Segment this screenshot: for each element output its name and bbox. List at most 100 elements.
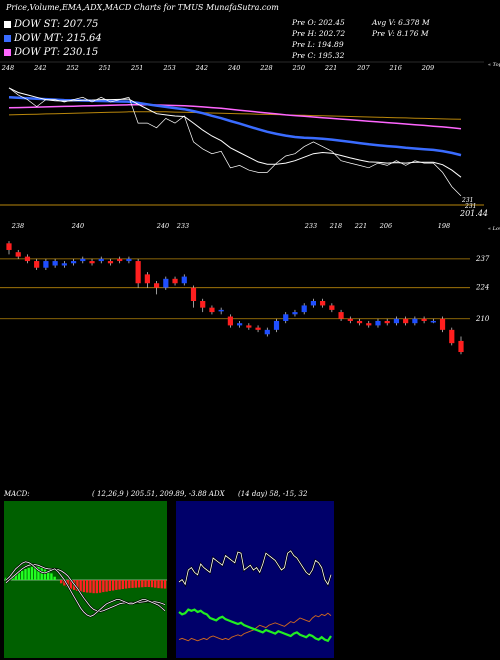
- candle-body: [412, 318, 418, 324]
- top-tick-label: 242: [195, 64, 208, 72]
- adx-line: [178, 550, 332, 586]
- candle-body: [98, 258, 104, 262]
- top-tick-label: 248: [1, 64, 14, 72]
- macd-hist-bar: [137, 580, 141, 588]
- low-tick-label: 221: [354, 222, 367, 230]
- candle-body: [117, 258, 123, 262]
- candle-body: [283, 314, 289, 321]
- candle-body: [43, 261, 49, 268]
- macd-values: ( 12,26,9 ) 205.51, 209.89, -3.88 ADX: [92, 490, 226, 498]
- macd-hist-bar: [79, 580, 82, 592]
- candle-body: [292, 312, 298, 315]
- stat-prev-volume: Pre V: 8.176 M: [372, 29, 429, 38]
- candle-body: [273, 320, 280, 330]
- candle-body: [439, 318, 446, 330]
- top-tick-label: 207: [356, 64, 370, 72]
- candle-body: [301, 305, 307, 313]
- legend-swatch-st: [4, 21, 11, 28]
- candle-body: [218, 309, 224, 312]
- low-tick-label: 238: [11, 222, 24, 230]
- candle-body: [209, 307, 215, 313]
- adx-plus-di-line: [178, 608, 332, 643]
- macd-hist-bar: [118, 580, 121, 590]
- top-right-value: 201.44: [459, 209, 488, 218]
- macd-hist-bar: [40, 567, 43, 580]
- price-level-label: 224: [475, 284, 489, 292]
- candle-body: [163, 278, 169, 288]
- candle-body: [181, 276, 187, 284]
- candle-body: [329, 305, 335, 310]
- candle-body: [144, 274, 150, 284]
- macd-hist-bar: [102, 580, 105, 593]
- macd-line: [5, 561, 166, 617]
- candle-body: [403, 318, 409, 324]
- macd-hist-bar: [154, 580, 157, 588]
- macd-hist-bar: [30, 566, 34, 580]
- macd-hist-bar: [27, 567, 30, 580]
- legend-dow-st: DOW ST: 207.75: [4, 19, 98, 30]
- lows-label: « Lows: [488, 226, 500, 232]
- macd-hist-bar: [37, 566, 40, 580]
- macd-hist-bar: [108, 580, 112, 591]
- legend-swatch-mt: [4, 35, 11, 42]
- macd-hist-bar: [82, 580, 86, 593]
- legend-dow-pt: DOW PT: 230.15: [4, 47, 98, 58]
- candle-body: [366, 323, 372, 326]
- macd-hist-bar: [124, 580, 128, 589]
- macd-hist-bar: [43, 569, 47, 580]
- legend-swatch-pt: [4, 49, 11, 56]
- macd-hist-bar: [98, 580, 102, 593]
- macd-hist-bar: [69, 580, 73, 589]
- price-level-label: 210: [475, 315, 490, 323]
- macd-hist-bar: [111, 580, 115, 591]
- top-ema-ref-line: [8, 111, 462, 120]
- candle-body: [338, 312, 344, 319]
- top-ema-long-line: [8, 104, 462, 130]
- macd-hist-bar: [17, 572, 21, 580]
- legend-label-st: DOW ST: 207.75: [14, 19, 99, 30]
- top-tick-label: 216: [388, 64, 401, 72]
- candle-body: [107, 261, 114, 264]
- macd-hist-bar: [157, 580, 160, 589]
- top-right-small: 231: [461, 197, 473, 204]
- legend-dow-mt: DOW MT: 215.64: [4, 33, 102, 44]
- top-tick-label: 240: [227, 64, 240, 72]
- macd-hist-bar: [14, 573, 17, 580]
- macd-hist-bar: [21, 570, 24, 580]
- candle-body: [320, 301, 326, 306]
- macd-hist-bar: [163, 580, 167, 589]
- candle-body: [6, 243, 12, 250]
- macd-hist-bar: [131, 580, 134, 588]
- candle-body: [61, 263, 67, 266]
- low-tick-label: 240: [71, 222, 84, 230]
- low-tick-label: 218: [329, 222, 342, 230]
- low-tick-label: 206: [379, 222, 392, 230]
- price-level-label: 237: [475, 255, 490, 263]
- stat-prev-high: Pre H: 202.72: [292, 29, 346, 38]
- macd-hist-bar: [150, 580, 154, 588]
- stat-prev-close: Pre C: 195.32: [292, 51, 345, 60]
- candle-body: [135, 261, 141, 284]
- macd-hist-bar: [53, 576, 56, 580]
- top-tick-label: 251: [98, 64, 111, 72]
- macd-hist-bar: [95, 580, 99, 594]
- low-tick-label: 233: [304, 222, 317, 230]
- candle-body: [80, 258, 86, 262]
- candle-body: [310, 301, 317, 306]
- macd-hist-bar: [128, 580, 131, 589]
- macd-hist-bar: [121, 580, 125, 590]
- candle-body: [255, 327, 261, 330]
- candle-body: [246, 325, 252, 328]
- stat-avg-volume: Avg V: 6.378 M: [372, 18, 430, 27]
- top-tick-label: 251: [130, 64, 143, 72]
- macd-label: MACD:: [3, 490, 30, 498]
- legend-label-pt: DOW PT: 230.15: [14, 47, 99, 58]
- macd-hist-bar: [105, 580, 108, 592]
- candle-body: [89, 261, 95, 264]
- macd-hist-bar: [92, 580, 95, 594]
- candle-body: [430, 320, 436, 323]
- candle-body: [393, 318, 400, 324]
- candle-body: [52, 261, 58, 266]
- macd-hist-bar: [59, 580, 63, 584]
